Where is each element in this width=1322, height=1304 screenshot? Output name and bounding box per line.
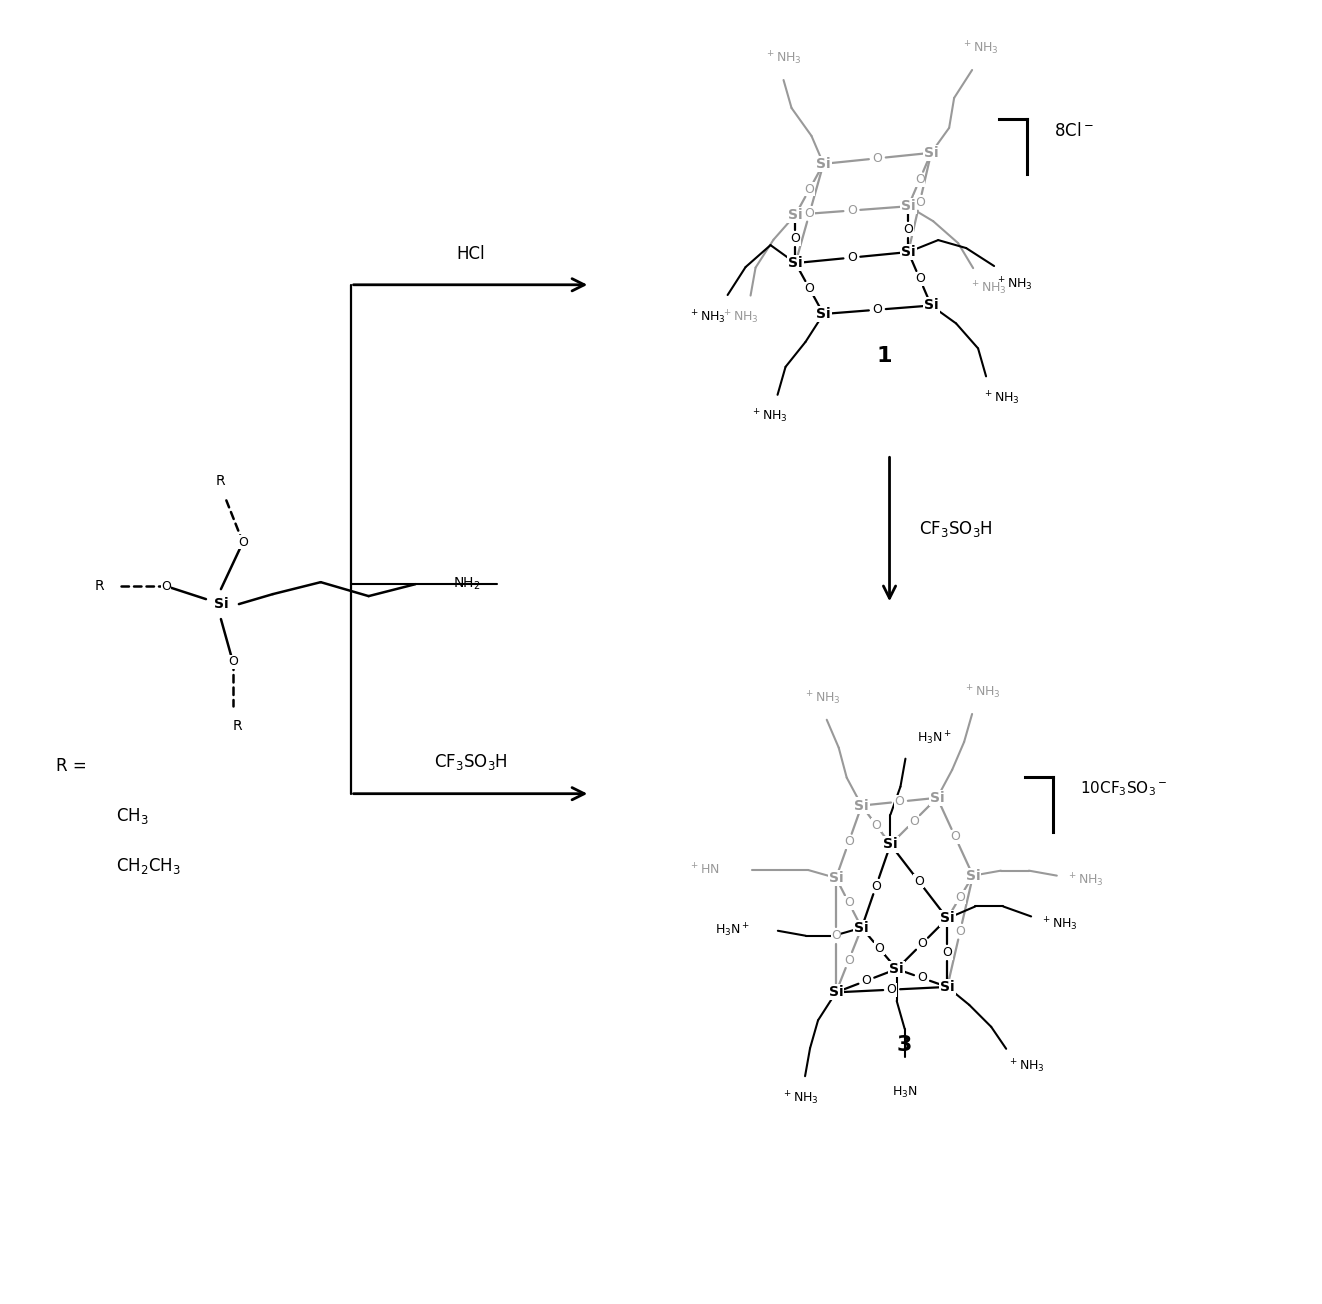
Text: O: O bbox=[914, 875, 924, 888]
Text: O: O bbox=[843, 896, 854, 909]
Text: O: O bbox=[887, 983, 896, 996]
Text: Si: Si bbox=[940, 979, 954, 994]
Text: O: O bbox=[873, 151, 882, 164]
Text: O: O bbox=[895, 795, 904, 808]
Text: $^+$NH$_3$: $^+$NH$_3$ bbox=[995, 275, 1032, 292]
Text: O: O bbox=[917, 971, 927, 985]
Text: Si: Si bbox=[214, 597, 229, 612]
Text: Si: Si bbox=[816, 156, 830, 171]
Text: O: O bbox=[832, 928, 841, 941]
Text: Si: Si bbox=[829, 871, 843, 885]
Text: 8Cl$^-$: 8Cl$^-$ bbox=[1054, 121, 1093, 140]
Text: Si: Si bbox=[883, 837, 898, 852]
Text: $^+$NH$_3$: $^+$NH$_3$ bbox=[970, 279, 1006, 297]
Text: O: O bbox=[915, 273, 924, 286]
Text: $^+$NH$_3$: $^+$NH$_3$ bbox=[804, 689, 839, 707]
Text: H$_3$N$^+$: H$_3$N$^+$ bbox=[715, 922, 750, 939]
Text: O: O bbox=[843, 953, 854, 966]
Text: Si: Si bbox=[854, 798, 869, 812]
Text: O: O bbox=[862, 974, 871, 987]
Text: Si: Si bbox=[788, 207, 802, 222]
Text: 10CF$_3$SO$_3$$^-$: 10CF$_3$SO$_3$$^-$ bbox=[1080, 780, 1167, 798]
Text: R: R bbox=[215, 475, 226, 489]
Text: O: O bbox=[871, 819, 880, 832]
Text: CH$_2$CH$_3$: CH$_2$CH$_3$ bbox=[116, 855, 181, 875]
Text: $^+$NH$_3$: $^+$NH$_3$ bbox=[751, 408, 788, 425]
Text: O: O bbox=[843, 836, 854, 849]
Text: O: O bbox=[873, 304, 882, 317]
Text: 1: 1 bbox=[876, 347, 892, 366]
Text: $^+$NH$_3$: $^+$NH$_3$ bbox=[982, 390, 1019, 407]
Text: O: O bbox=[943, 947, 952, 960]
Text: Si: Si bbox=[890, 962, 904, 975]
Text: Si: Si bbox=[902, 200, 916, 214]
Text: R =: R = bbox=[57, 756, 87, 775]
Text: Si: Si bbox=[940, 911, 954, 926]
Text: $^+$NH$_3$: $^+$NH$_3$ bbox=[962, 39, 998, 57]
Text: $^+$NH$_3$: $^+$NH$_3$ bbox=[765, 50, 801, 67]
Text: O: O bbox=[161, 580, 171, 592]
Text: $^+$NH$_3$: $^+$NH$_3$ bbox=[781, 1089, 818, 1107]
Text: $^+$NH$_3$: $^+$NH$_3$ bbox=[722, 309, 759, 326]
Text: CH$_3$: CH$_3$ bbox=[116, 806, 149, 825]
Text: CF$_3$SO$_3$H: CF$_3$SO$_3$H bbox=[434, 751, 508, 772]
Text: Si: Si bbox=[929, 790, 944, 805]
Text: O: O bbox=[915, 196, 924, 209]
Text: NH$_2$: NH$_2$ bbox=[453, 576, 481, 592]
Text: O: O bbox=[847, 203, 857, 216]
Text: 3: 3 bbox=[896, 1034, 912, 1055]
Text: R: R bbox=[233, 719, 243, 733]
Text: $^+$HN: $^+$HN bbox=[690, 862, 720, 878]
Text: O: O bbox=[238, 536, 247, 549]
Text: O: O bbox=[791, 232, 800, 245]
Text: Si: Si bbox=[829, 986, 843, 999]
Text: Si: Si bbox=[924, 299, 939, 313]
Text: Si: Si bbox=[788, 256, 802, 270]
Text: O: O bbox=[910, 815, 919, 828]
Text: Si: Si bbox=[816, 306, 830, 321]
Text: O: O bbox=[903, 223, 914, 236]
Text: O: O bbox=[227, 656, 238, 669]
Text: O: O bbox=[805, 183, 814, 196]
Text: $^+$NH$_3$: $^+$NH$_3$ bbox=[1040, 915, 1077, 934]
Text: O: O bbox=[874, 941, 884, 955]
Text: O: O bbox=[847, 252, 857, 265]
Text: O: O bbox=[871, 880, 880, 893]
Text: O: O bbox=[956, 891, 965, 904]
Text: $^+$NH$_3$: $^+$NH$_3$ bbox=[1067, 872, 1103, 889]
Text: O: O bbox=[917, 938, 927, 951]
Text: Si: Si bbox=[924, 146, 939, 160]
Text: Si: Si bbox=[965, 868, 981, 883]
Text: HCl: HCl bbox=[456, 245, 485, 263]
Text: O: O bbox=[915, 173, 924, 186]
Text: $^+$NH$_3$: $^+$NH$_3$ bbox=[964, 683, 1001, 700]
Text: O: O bbox=[805, 282, 814, 295]
Text: O: O bbox=[951, 831, 960, 844]
Text: Si: Si bbox=[854, 921, 869, 935]
Text: R: R bbox=[94, 579, 104, 593]
Text: H$_3$N$^+$: H$_3$N$^+$ bbox=[917, 729, 952, 747]
Text: O: O bbox=[956, 925, 965, 938]
Text: CF$_3$SO$_3$H: CF$_3$SO$_3$H bbox=[920, 519, 993, 540]
Text: $^+$NH$_3$: $^+$NH$_3$ bbox=[1007, 1058, 1044, 1076]
Text: H$_3$N: H$_3$N bbox=[892, 1085, 917, 1099]
Text: O: O bbox=[805, 207, 814, 220]
Text: $^+$NH$_3$: $^+$NH$_3$ bbox=[689, 308, 726, 326]
Text: Si: Si bbox=[902, 245, 916, 259]
